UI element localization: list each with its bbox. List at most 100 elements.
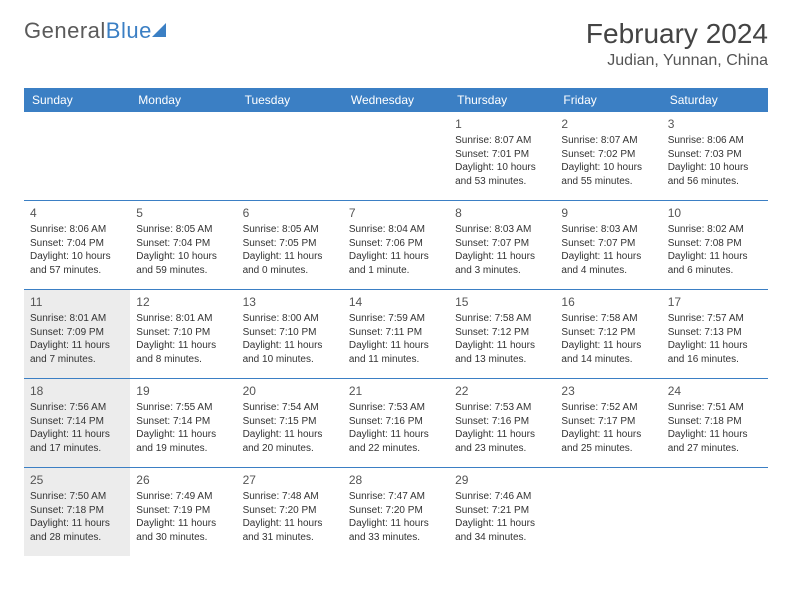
day-info: Sunrise: 8:01 AMSunset: 7:10 PMDaylight:… (136, 312, 230, 366)
day-cell: 2Sunrise: 8:07 AMSunset: 7:02 PMDaylight… (555, 112, 661, 200)
daylight-text: Daylight: 11 hours and 8 minutes. (136, 339, 230, 366)
sunset-text: Sunset: 7:10 PM (243, 326, 337, 340)
sunset-text: Sunset: 7:04 PM (136, 237, 230, 251)
sunrise-text: Sunrise: 8:01 AM (136, 312, 230, 326)
sunrise-text: Sunrise: 7:46 AM (455, 490, 549, 504)
sunset-text: Sunset: 7:14 PM (30, 415, 124, 429)
day-number: 13 (243, 294, 337, 310)
day-number: 12 (136, 294, 230, 310)
day-cell: 10Sunrise: 8:02 AMSunset: 7:08 PMDayligh… (662, 201, 768, 289)
sunset-text: Sunset: 7:02 PM (561, 148, 655, 162)
daylight-text: Daylight: 10 hours and 55 minutes. (561, 161, 655, 188)
day-info: Sunrise: 7:59 AMSunset: 7:11 PMDaylight:… (349, 312, 443, 366)
daylight-text: Daylight: 11 hours and 11 minutes. (349, 339, 443, 366)
sunset-text: Sunset: 7:16 PM (349, 415, 443, 429)
sunset-text: Sunset: 7:12 PM (455, 326, 549, 340)
day-info: Sunrise: 8:06 AMSunset: 7:04 PMDaylight:… (30, 223, 124, 277)
day-cell: 24Sunrise: 7:51 AMSunset: 7:18 PMDayligh… (662, 379, 768, 467)
day-number: 23 (561, 383, 655, 399)
day-cell (343, 112, 449, 200)
sunset-text: Sunset: 7:14 PM (136, 415, 230, 429)
day-number: 18 (30, 383, 124, 399)
day-number: 21 (349, 383, 443, 399)
week-row: 11Sunrise: 8:01 AMSunset: 7:09 PMDayligh… (24, 290, 768, 379)
day-number: 5 (136, 205, 230, 221)
sunrise-text: Sunrise: 8:01 AM (30, 312, 124, 326)
daylight-text: Daylight: 11 hours and 0 minutes. (243, 250, 337, 277)
day-cell: 27Sunrise: 7:48 AMSunset: 7:20 PMDayligh… (237, 468, 343, 556)
day-info: Sunrise: 8:00 AMSunset: 7:10 PMDaylight:… (243, 312, 337, 366)
day-info: Sunrise: 7:56 AMSunset: 7:14 PMDaylight:… (30, 401, 124, 455)
sunrise-text: Sunrise: 7:51 AM (668, 401, 762, 415)
daylight-text: Daylight: 11 hours and 31 minutes. (243, 517, 337, 544)
day-cell: 8Sunrise: 8:03 AMSunset: 7:07 PMDaylight… (449, 201, 555, 289)
daylight-text: Daylight: 11 hours and 30 minutes. (136, 517, 230, 544)
sunrise-text: Sunrise: 8:00 AM (243, 312, 337, 326)
logo-text: GeneralBlue (24, 18, 152, 44)
sunrise-text: Sunrise: 7:47 AM (349, 490, 443, 504)
day-info: Sunrise: 8:02 AMSunset: 7:08 PMDaylight:… (668, 223, 762, 277)
day-number: 29 (455, 472, 549, 488)
day-info: Sunrise: 7:46 AMSunset: 7:21 PMDaylight:… (455, 490, 549, 544)
day-cell: 13 Sunrise: 8:00 AMSunset: 7:10 PMDayligh… (237, 290, 343, 378)
sunset-text: Sunset: 7:10 PM (136, 326, 230, 340)
sunset-text: Sunset: 7:13 PM (668, 326, 762, 340)
sunset-text: Sunset: 7:18 PM (668, 415, 762, 429)
day-cell: 16Sunrise: 7:58 AMSunset: 7:12 PMDayligh… (555, 290, 661, 378)
sunset-text: Sunset: 7:15 PM (243, 415, 337, 429)
day-cell: 19Sunrise: 7:55 AMSunset: 7:14 PMDayligh… (130, 379, 236, 467)
day-cell: 28Sunrise: 7:47 AMSunset: 7:20 PMDayligh… (343, 468, 449, 556)
daylight-text: Daylight: 11 hours and 25 minutes. (561, 428, 655, 455)
day-info: Sunrise: 7:53 AMSunset: 7:16 PMDaylight:… (455, 401, 549, 455)
sunrise-text: Sunrise: 7:59 AM (349, 312, 443, 326)
day-info: Sunrise: 7:52 AMSunset: 7:17 PMDaylight:… (561, 401, 655, 455)
day-number: 20 (243, 383, 337, 399)
day-cell: 17 Sunrise: 7:57 AMSunset: 7:13 PMDayligh… (662, 290, 768, 378)
day-cell: 9Sunrise: 8:03 AMSunset: 7:07 PMDaylight… (555, 201, 661, 289)
day-info: Sunrise: 8:05 AMSunset: 7:04 PMDaylight:… (136, 223, 230, 277)
sunrise-text: Sunrise: 8:07 AM (561, 134, 655, 148)
sunset-text: Sunset: 7:09 PM (30, 326, 124, 340)
day-number: 17 (668, 294, 762, 310)
day-cell (662, 468, 768, 556)
day-cell: 3Sunrise: 8:06 AMSunset: 7:03 PMDaylight… (662, 112, 768, 200)
logo-word2: Blue (106, 18, 152, 43)
daylight-text: Daylight: 10 hours and 53 minutes. (455, 161, 549, 188)
sunrise-text: Sunrise: 8:03 AM (455, 223, 549, 237)
day-info: Sunrise: 8:03 AMSunset: 7:07 PMDaylight:… (561, 223, 655, 277)
day-cell: 21 Sunrise: 7:53 AMSunset: 7:16 PMDayligh… (343, 379, 449, 467)
daylight-text: Daylight: 10 hours and 57 minutes. (30, 250, 124, 277)
daylight-text: Daylight: 11 hours and 16 minutes. (668, 339, 762, 366)
day-cell: 29 Sunrise: 7:46 AMSunset: 7:21 PMDayligh… (449, 468, 555, 556)
dayname-tuesday: Tuesday (237, 88, 343, 112)
day-cell: 1Sunrise: 8:07 AMSunset: 7:01 PMDaylight… (449, 112, 555, 200)
sunrise-text: Sunrise: 7:53 AM (349, 401, 443, 415)
daylight-text: Daylight: 11 hours and 23 minutes. (455, 428, 549, 455)
day-number: 19 (136, 383, 230, 399)
sunrise-text: Sunrise: 7:57 AM (668, 312, 762, 326)
day-cell (555, 468, 661, 556)
day-info: Sunrise: 7:49 AMSunset: 7:19 PMDaylight:… (136, 490, 230, 544)
day-info: Sunrise: 7:58 AMSunset: 7:12 PMDaylight:… (561, 312, 655, 366)
day-cell: 4Sunrise: 8:06 AMSunset: 7:04 PMDaylight… (24, 201, 130, 289)
sunset-text: Sunset: 7:21 PM (455, 504, 549, 518)
day-info: Sunrise: 7:50 AMSunset: 7:18 PMDaylight:… (30, 490, 124, 544)
calendar-body: 1Sunrise: 8:07 AMSunset: 7:01 PMDaylight… (24, 112, 768, 556)
daylight-text: Daylight: 11 hours and 33 minutes. (349, 517, 443, 544)
day-number: 7 (349, 205, 443, 221)
daylight-text: Daylight: 11 hours and 22 minutes. (349, 428, 443, 455)
daylight-text: Daylight: 10 hours and 56 minutes. (668, 161, 762, 188)
sunrise-text: Sunrise: 8:05 AM (243, 223, 337, 237)
calendar-header-row: Sunday Monday Tuesday Wednesday Thursday… (24, 88, 768, 112)
day-info: Sunrise: 8:04 AMSunset: 7:06 PMDaylight:… (349, 223, 443, 277)
daylight-text: Daylight: 11 hours and 6 minutes. (668, 250, 762, 277)
sunrise-text: Sunrise: 7:52 AM (561, 401, 655, 415)
sunset-text: Sunset: 7:11 PM (349, 326, 443, 340)
sunrise-text: Sunrise: 7:54 AM (243, 401, 337, 415)
location: Judian, Yunnan, China (586, 52, 768, 70)
daylight-text: Daylight: 11 hours and 17 minutes. (30, 428, 124, 455)
day-number: 25 (30, 472, 124, 488)
sunrise-text: Sunrise: 8:06 AM (30, 223, 124, 237)
dayname-monday: Monday (130, 88, 236, 112)
dayname-friday: Friday (555, 88, 661, 112)
